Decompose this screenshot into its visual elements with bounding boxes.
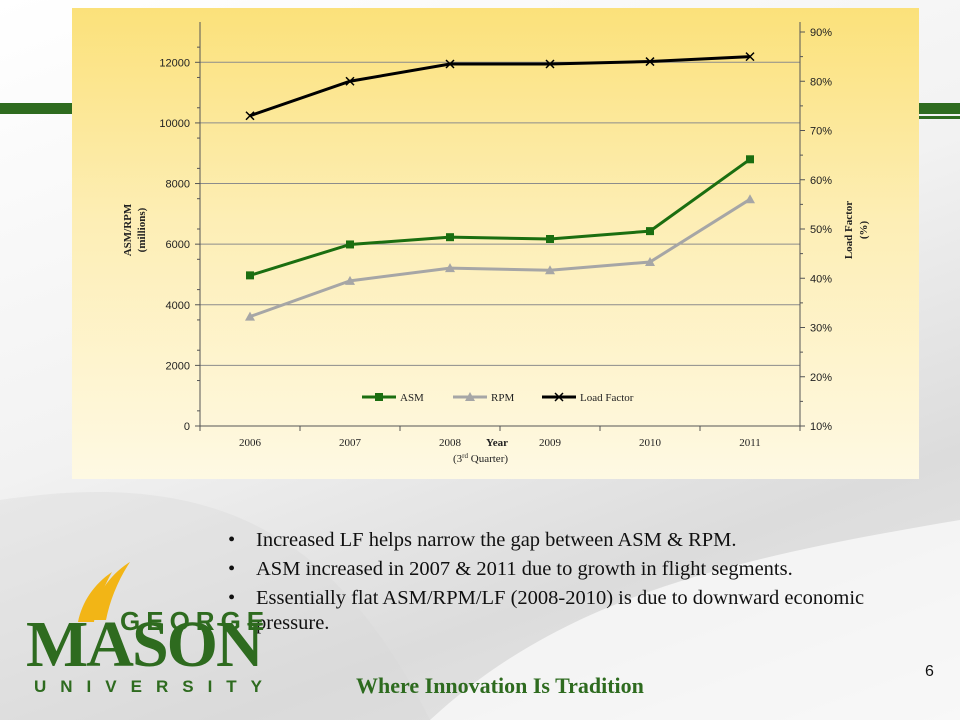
george-mason-logo: GEORGE MASON UNIVERSITY [18,560,264,700]
legend-label: RPM [491,392,514,404]
y2-tick-label: 80% [810,76,832,88]
data-point-load-factor [645,57,655,67]
y-tick-label: 0 [184,421,190,433]
legend-label: Load Factor [580,392,634,404]
bullet-item: • Essentially flat ASM/RPM/LF (2008-2010)… [228,586,908,636]
data-point-load-factor [445,59,455,69]
bullet-text: ASM increased in 2007 & 2011 due to grow… [256,558,793,580]
y2-tick-label: 20% [810,372,832,384]
legend-label: ASM [400,392,424,404]
series-line-asm [249,158,751,277]
y-tick-label: 8000 [166,179,190,191]
series-line-load-factor [249,55,751,118]
y2-axis-title-line1: Load Factor [843,201,855,259]
x-tick-label: 2009 [539,437,562,449]
y-tick-label: 2000 [166,360,190,372]
bullet-glyph: • [228,587,236,609]
data-point-asm [646,227,654,236]
logo-university-text: UNIVERSITY [34,677,277,696]
y2-tick-label: 50% [810,224,832,236]
legend-marker [465,392,475,401]
y-tick-label: 6000 [166,239,190,251]
data-point-asm [246,271,254,280]
data-point-load-factor [745,52,755,62]
data-point-asm [546,235,554,244]
flame-swoosh-icon [78,562,130,622]
data-point-rpm [745,194,755,204]
y2-tick-label: 70% [810,126,832,138]
logo-mason-text: MASON [26,608,264,681]
bullet-item: • ASM increased in 2007 & 2011 due to gro… [228,557,908,582]
x-axis-title-year: Year [486,437,508,449]
data-point-rpm [645,257,655,267]
bullet-text: Increased LF helps narrow the gap betwee… [256,529,737,551]
y-tick-label: 10000 [159,118,190,130]
series-line-rpm [249,198,751,319]
chart-panel: 0 2000 4000 6000 8000 10000 12000 10% 20% 30% 40% 5… [72,8,919,479]
data-point-load-factor [345,76,355,86]
y-tick-label: 12000 [159,57,190,69]
y2-tick-label: 30% [810,323,832,335]
data-point-load-factor [245,111,255,121]
data-point-rpm [245,311,255,321]
bullet-item: • Increased LF helps narrow the gap betwe… [228,528,908,553]
y2-tick-label: 10% [810,421,832,433]
header-accent-line-right [919,116,960,119]
x-tick-label: 2007 [339,437,362,449]
bullet-list: • Increased LF helps narrow the gap betwe… [228,528,908,640]
y2-tick-label: 40% [810,273,832,285]
y-axis-title-line2: (millions) [136,207,148,252]
bullet-glyph: • [228,558,236,580]
y-axis-title-line1: ASM/RPM [122,203,134,256]
legend-marker [375,393,383,401]
bullet-glyph: • [228,529,236,551]
data-point-asm [346,240,354,249]
y-tick-label: 4000 [166,300,190,312]
x-tick-label: 2011 [739,437,761,449]
header-accent-bar-right [919,103,960,114]
x-axis-title-quarter: (3rd Quarter) [453,452,508,465]
logo-george-text: GEORGE [120,606,271,636]
data-point-rpm [545,265,555,275]
page-number: 6 [925,663,934,680]
data-point-rpm [345,275,355,285]
tagline: Where Innovation Is Tradition [356,673,644,698]
header-accent-bar-left [0,103,72,114]
x-tick-label: 2010 [639,437,662,449]
y2-tick-label: 60% [810,175,832,187]
data-point-asm [746,155,754,164]
data-point-load-factor [545,59,555,69]
data-point-asm [446,233,454,242]
legend-marker [554,392,564,402]
data-point-rpm [445,263,455,273]
y2-axis-title-line2: (%) [858,221,870,240]
bullet-text: Essentially flat ASM/RPM/LF (2008-2010) … [256,587,865,634]
asm-rpm-load-factor-chart: 0 2000 4000 6000 8000 10000 12000 10% 20% 30% 40% 5… [122,22,870,465]
x-tick-label: 2006 [239,437,262,449]
y2-tick-label: 90% [810,27,832,39]
x-tick-label: 2008 [439,437,462,449]
